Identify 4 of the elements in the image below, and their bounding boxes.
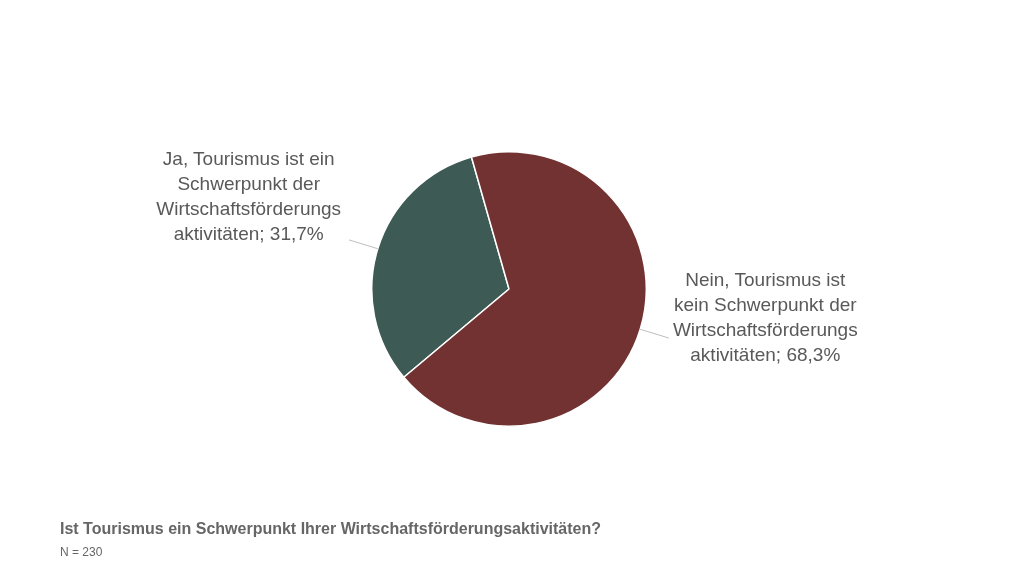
slice-label: Nein, Tourismus ist kein Schwerpunkt der Wirtschaftsförderungs aktivitäten; 68,3% [672,268,858,365]
slice-label: Ja, Tourismus ist ein Schwerpunkt der Wirtschaftsförderungs aktivitäten; 31,7% [156,148,342,245]
text: Ist Tourismus ein Schwerpunkt Ihrer Wirtschaftsförderungsaktivitäten? [60,520,601,538]
text: N = 230 [60,545,103,559]
